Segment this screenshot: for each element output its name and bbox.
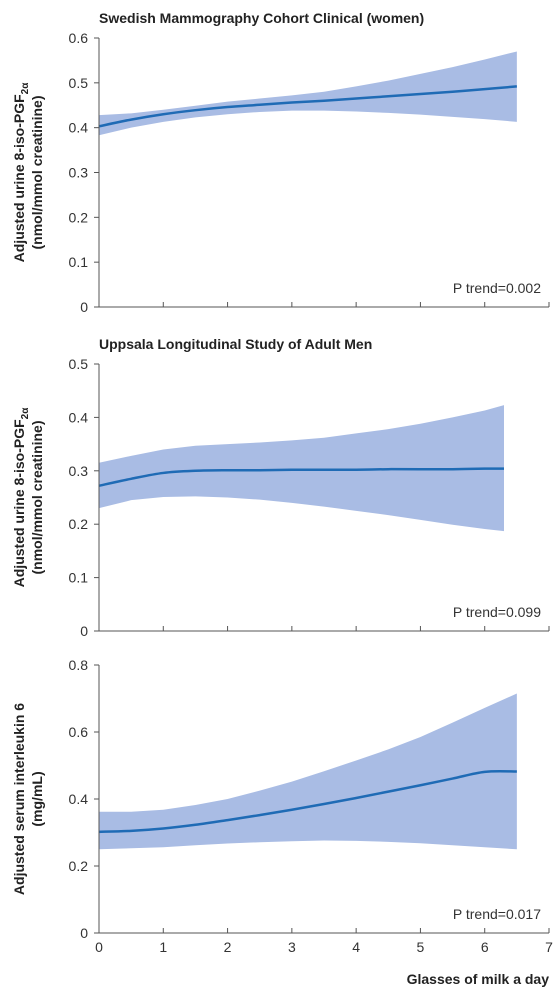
y-axis-label: Adjusted serum interleukin 6 <box>11 703 27 895</box>
x-tick-label: 6 <box>481 939 489 955</box>
x-tick-label: 1 <box>159 939 167 955</box>
y-tick-label: 0.5 <box>69 75 89 91</box>
y-tick-label: 0 <box>80 299 88 315</box>
y-tick-label: 0.3 <box>69 463 89 479</box>
panel-title: Uppsala Longitudinal Study of Adult Men <box>99 336 372 352</box>
panel-3: 0 0.2 0.4 0.6 0.8 0 1 2 3 4 5 6 7 P trend=0.017 Adjust… <box>11 657 553 987</box>
y-tick-label: 0.2 <box>69 209 89 225</box>
x-tick-label: 3 <box>288 939 296 955</box>
y-tick-label: 0.5 <box>69 356 89 372</box>
y-tick-label: 0.4 <box>69 409 89 425</box>
panel-1: Swedish Mammography Cohort Clinical (wom… <box>11 10 550 315</box>
y-axis-label-line2: (nmol/mmol creatinine) <box>29 420 45 574</box>
y-tick-label: 0.2 <box>69 516 89 532</box>
p-trend-annotation: P trend=0.099 <box>453 604 541 620</box>
p-trend-annotation: P trend=0.017 <box>453 906 541 922</box>
y-axis-label-line1: Adjusted urine 8-iso-PGF <box>11 94 27 262</box>
y-axis-label-line1: Adjusted urine 8-iso-PGF <box>11 419 27 587</box>
confidence-band <box>99 405 504 532</box>
x-tick-label: 2 <box>224 939 232 955</box>
panels: Swedish Mammography Cohort Clinical (wom… <box>11 10 553 987</box>
y-tick-label: 0 <box>80 623 88 639</box>
y-axis-label-subscript: 2α <box>20 82 31 95</box>
y-axis-label-line2: (nmol/mmol creatinine) <box>29 95 45 249</box>
y-tick-label: 0.4 <box>69 791 89 807</box>
y-axis-label: Adjusted urine 8-iso-PGF2α <box>11 82 31 263</box>
confidence-band <box>99 693 517 850</box>
confidence-band <box>99 51 517 136</box>
y-axis-label-subscript: 2α <box>20 407 31 420</box>
y-tick-label: 0.4 <box>69 120 89 136</box>
series-line <box>98 467 505 487</box>
series-line <box>98 770 517 834</box>
y-tick-label: 0.6 <box>69 724 89 740</box>
y-axis-label-line2: (mg/mL) <box>29 771 45 826</box>
panel-2: Uppsala Longitudinal Study of Adult Men 0… <box>11 336 550 639</box>
y-tick-label: 0 <box>80 925 88 941</box>
y-tick-label: 0.8 <box>69 657 89 673</box>
y-axis-label: Adjusted urine 8-iso-PGF2α <box>11 407 31 588</box>
y-tick-label: 0.6 <box>69 30 89 46</box>
x-tick-label: 5 <box>417 939 425 955</box>
panel-title: Swedish Mammography Cohort Clinical (wom… <box>99 10 424 26</box>
y-tick-label: 0.1 <box>69 254 89 270</box>
x-tick-label: 7 <box>545 939 553 955</box>
x-axis-label: Glasses of milk a day <box>407 971 550 987</box>
y-tick-label: 0.3 <box>69 165 89 181</box>
x-tick-label: 4 <box>352 939 360 955</box>
y-axis-label-line1: Adjusted serum interleukin 6 <box>11 703 27 895</box>
p-trend-annotation: P trend=0.002 <box>453 280 541 296</box>
x-tick-label: 0 <box>95 939 103 955</box>
y-tick-label: 0.2 <box>69 858 89 874</box>
series-line <box>98 85 517 128</box>
y-tick-label: 0.1 <box>69 570 89 586</box>
